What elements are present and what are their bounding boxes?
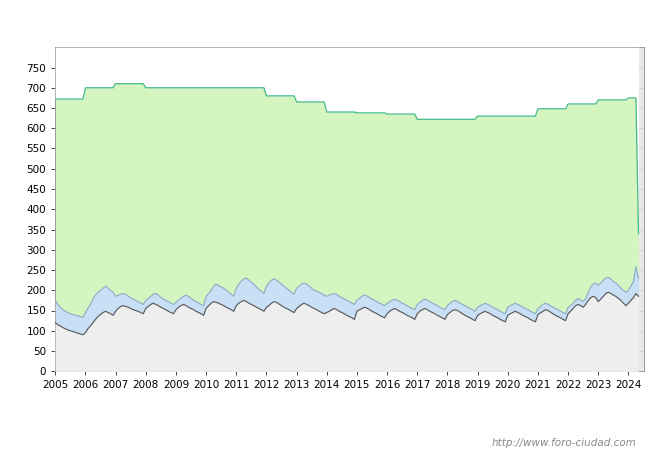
Text: Mendigorría - Evolucion de la poblacion en edad de Trabajar Mayo de 2024: Mendigorría - Evolucion de la poblacion … bbox=[75, 15, 575, 27]
Text: http://www.foro-ciudad.com: http://www.foro-ciudad.com bbox=[492, 438, 637, 448]
